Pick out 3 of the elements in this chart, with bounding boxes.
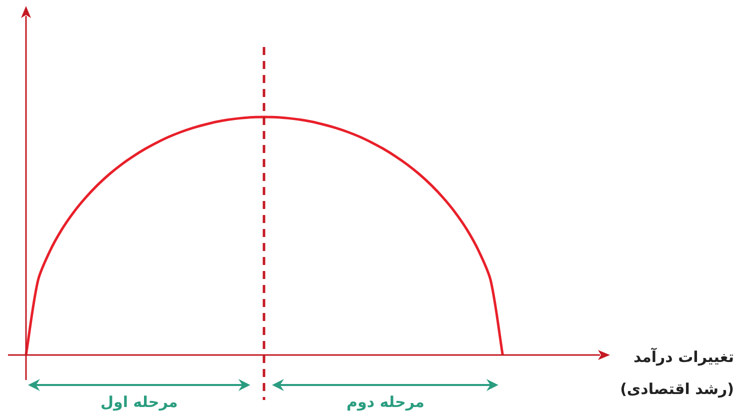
text: مرحله دوم: [346, 393, 426, 411]
text: مرحله اول: [99, 393, 179, 411]
x-axis-title: تغییرات درآمد (رشد اقتصادی): [619, 346, 734, 400]
